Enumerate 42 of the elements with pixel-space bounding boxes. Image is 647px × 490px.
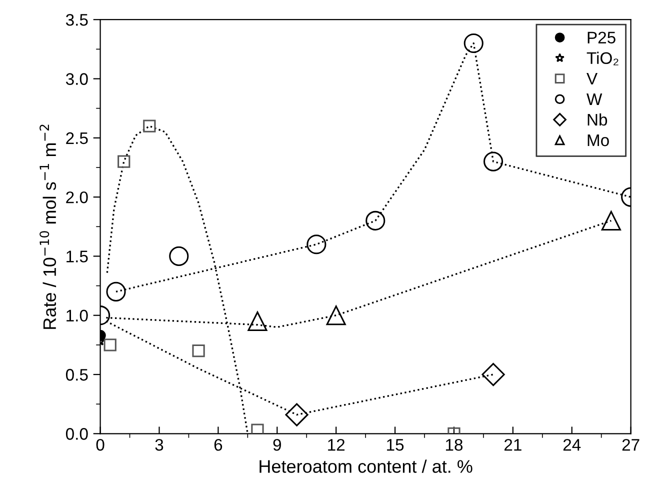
y-tick-label: 1.0 — [66, 310, 88, 322]
point — [366, 210, 386, 231]
x-tick-label: 3 — [155, 438, 164, 451]
y-tick-label: 3.0 — [66, 73, 88, 85]
legend-label: P25 — [588, 32, 616, 44]
legend-label: Mo — [588, 134, 609, 146]
y-tick-label: 2.5 — [66, 132, 88, 144]
y-tick-label: 1.5 — [66, 250, 88, 262]
legend-label: TiO₂ — [586, 52, 618, 66]
point — [143, 120, 156, 132]
point — [104, 338, 116, 352]
x-tick-label: 0 — [96, 438, 104, 451]
y-tick-label: 0.0 — [66, 428, 88, 440]
point — [464, 33, 484, 54]
point — [483, 152, 504, 172]
point — [118, 155, 130, 168]
point — [248, 311, 268, 332]
x-tick-label: 12 — [328, 438, 345, 451]
point — [601, 210, 621, 231]
point — [192, 344, 205, 358]
point — [285, 403, 308, 426]
x-tick-label: 27 — [622, 438, 640, 451]
legend-label: W — [586, 93, 602, 105]
y-tick-label: 0.5 — [66, 368, 88, 381]
point — [169, 246, 189, 266]
legend-label: V — [586, 72, 598, 84]
y-tick-label: 3.5 — [66, 14, 88, 26]
x-tick-label: 21 — [504, 438, 522, 451]
x-axis-title: Heteroatom content / at. % — [260, 460, 472, 473]
x-tick-label: 9 — [273, 438, 281, 451]
y-axis-title: Rate / 10$^{−10}$ mol s$^{−1}$ m$^{−2}$ — [40, 124, 56, 329]
x-tick-label: 18 — [446, 438, 463, 451]
legend-label: Nb — [588, 113, 608, 126]
x-tick-label: 6 — [214, 438, 222, 451]
x-tick-label: 24 — [563, 438, 581, 451]
point — [326, 306, 346, 326]
point — [482, 362, 505, 386]
point — [106, 282, 126, 302]
y-tick-label: 2.0 — [66, 191, 88, 204]
point — [306, 234, 326, 254]
point — [251, 424, 264, 434]
x-tick-label: 15 — [387, 439, 404, 451]
